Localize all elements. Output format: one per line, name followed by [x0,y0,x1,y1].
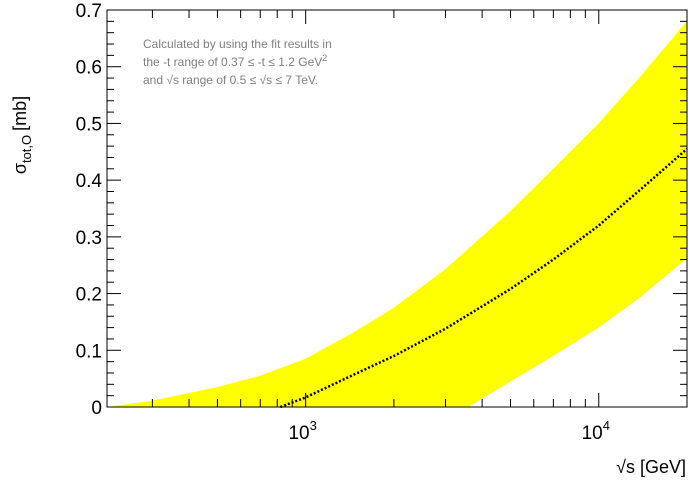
y-tick-label: 0.3 [76,228,102,249]
x-tick-label-base: 10 [288,423,309,444]
x-tick-label: 104 [582,418,610,444]
y-tick-label: 0.7 [76,1,102,22]
annotation-line-3: and √s range of 0.5 ≤ √s ≤ 7 TeV. [143,73,318,87]
y-axis-title-unit: [mb] [10,96,30,131]
annotation-line-1: Calculated by using the fit results in [143,37,332,51]
x-tick-label-base: 10 [582,423,603,444]
x-axis-title: √s [GeV] [616,457,686,477]
annotation-line-2-text: the -t range of 0.37 ≤ -t ≤ 1.2 GeV [143,55,322,69]
x-tick-label-exponent: 4 [603,418,610,433]
uncertainty-band [107,21,687,408]
x-tick-label-exponent: 3 [310,418,317,433]
uncertainty-band-layer [107,21,687,408]
tick-marks [107,9,688,408]
y-tick-label: 0.2 [76,285,102,306]
plot-frame [106,9,688,408]
svg-text:σtot,O[mb]: σtot,O [mb] [10,96,34,174]
y-tick-label: 0.4 [76,171,103,192]
x-tick-labels: 103 104 [288,418,609,444]
y-tick-label: 0.5 [76,114,102,135]
y-tick-label: 0.6 [76,58,102,79]
central-curve-layer [279,147,688,409]
y-tick-labels: 0 0.1 0.2 0.3 0.4 0.5 0.6 0.7 [76,1,103,419]
y-axis-title-subscript: tot,O [19,135,34,163]
y-axis-title: σtot,O [mb] [10,96,34,174]
y-axis-title-symbol: σ [10,163,30,174]
annotation-line-2-sup: 2 [322,53,327,63]
y-tick-label: 0 [91,398,102,419]
y-tick-label: 0.1 [76,341,102,362]
annotation-line-2: the -t range of 0.37 ≤ -t ≤ 1.2 GeV2 [143,53,327,69]
x-tick-label: 103 [288,418,316,444]
central-curve [279,147,688,409]
